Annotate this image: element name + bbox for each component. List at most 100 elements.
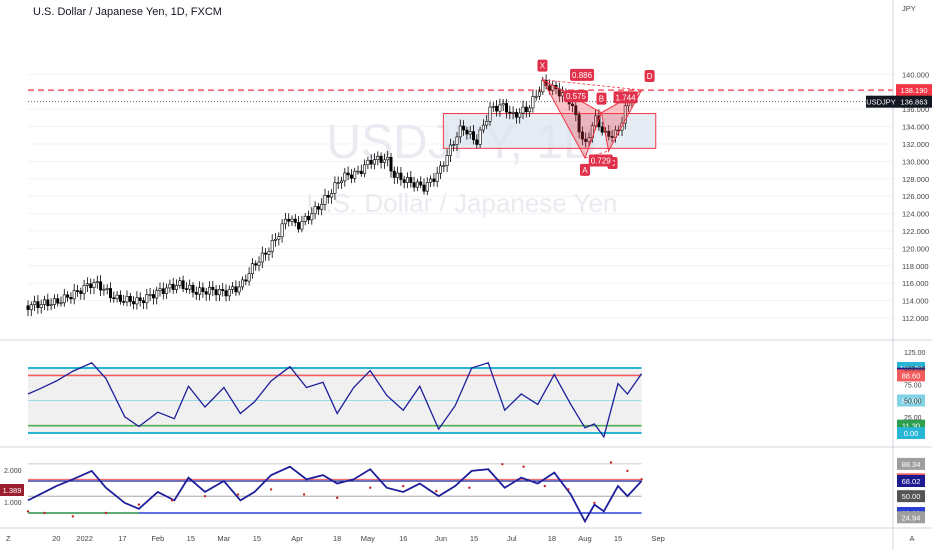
candle-up bbox=[105, 288, 109, 290]
candle-up bbox=[343, 172, 347, 182]
candle bbox=[171, 277, 175, 294]
price-tick-label: 118.000 bbox=[902, 262, 929, 271]
price-tick-label: 120.000 bbox=[902, 244, 929, 253]
candle bbox=[491, 102, 495, 112]
candle bbox=[227, 285, 231, 301]
price-tick-label: 134.000 bbox=[902, 123, 929, 132]
candle-up bbox=[468, 131, 472, 135]
oscillator-2-left-value-tag-box bbox=[0, 484, 24, 496]
resistance-price-tag-box bbox=[896, 84, 932, 97]
candle-up bbox=[438, 165, 442, 174]
candle-down bbox=[293, 218, 297, 223]
price-tick-label: 124.000 bbox=[902, 210, 929, 219]
candle bbox=[283, 212, 287, 230]
candle-down bbox=[465, 129, 469, 135]
candle-down bbox=[109, 288, 113, 299]
candle-up bbox=[382, 159, 386, 163]
candle-up bbox=[518, 112, 522, 118]
candle bbox=[531, 90, 535, 113]
oscillator-1-tick-label: 50.00 bbox=[904, 399, 922, 406]
candle-down bbox=[112, 297, 116, 300]
price-tick-label: 114.000 bbox=[902, 297, 929, 306]
candle-down bbox=[89, 283, 93, 289]
candle bbox=[132, 296, 136, 310]
candle-up bbox=[52, 298, 56, 305]
candle-down bbox=[422, 184, 426, 192]
candle-up bbox=[283, 218, 287, 225]
oscillator-1-value-tag-text: 0.00 bbox=[904, 429, 919, 438]
oscillator-2-left-value-tag-text: 1.389 bbox=[3, 486, 22, 495]
candle bbox=[36, 295, 40, 314]
time-tick-label: 15 bbox=[614, 534, 622, 543]
pattern-point-label: A bbox=[582, 166, 588, 175]
candle-up bbox=[250, 263, 254, 275]
candle-up bbox=[102, 288, 106, 291]
candle-up bbox=[168, 283, 172, 289]
oscillator-2-dot bbox=[104, 511, 108, 515]
candle bbox=[316, 202, 320, 215]
candle bbox=[277, 232, 281, 246]
candle-up bbox=[257, 261, 261, 266]
candle bbox=[290, 215, 294, 226]
candle bbox=[102, 284, 106, 296]
candle bbox=[432, 172, 436, 187]
candle bbox=[184, 282, 188, 294]
candle-down bbox=[118, 294, 122, 302]
oscillator-2-dot bbox=[402, 484, 405, 488]
symbol-price-tag: USDJPY bbox=[866, 95, 896, 108]
candle bbox=[415, 178, 419, 192]
candle bbox=[125, 290, 129, 307]
candle bbox=[194, 286, 198, 301]
candle bbox=[280, 219, 284, 243]
pattern-ratio-tag: 1.744 bbox=[613, 91, 638, 104]
candle-down bbox=[79, 290, 83, 294]
candle-up bbox=[300, 221, 304, 230]
candle bbox=[458, 119, 462, 144]
candle bbox=[409, 170, 413, 188]
candle bbox=[471, 125, 475, 145]
candle bbox=[455, 132, 459, 152]
candle-up bbox=[488, 106, 492, 122]
candle bbox=[158, 282, 162, 297]
resistance-price-tag: 138.190 bbox=[896, 84, 932, 97]
candle bbox=[330, 189, 334, 204]
candle-down bbox=[26, 305, 30, 310]
candle bbox=[241, 276, 245, 291]
candle-up bbox=[594, 115, 598, 126]
candle bbox=[412, 176, 416, 192]
candle-down bbox=[66, 294, 70, 298]
candle-down bbox=[349, 174, 353, 179]
candle bbox=[254, 260, 258, 271]
candle-up bbox=[405, 177, 409, 183]
candle-up bbox=[198, 287, 202, 295]
time-tick-label: 20 bbox=[52, 534, 60, 543]
candle-down bbox=[128, 295, 132, 302]
oscillator-2-left-tick: 2.000 bbox=[4, 468, 22, 475]
candle bbox=[399, 166, 403, 186]
candle bbox=[537, 86, 541, 100]
candle-down bbox=[287, 218, 291, 222]
candle bbox=[389, 152, 393, 178]
candle-down bbox=[138, 297, 142, 301]
symbol-title[interactable]: U.S. Dollar / Japanese Yen, 1D, FXCM bbox=[33, 6, 222, 18]
candle-down bbox=[369, 159, 373, 165]
candle-up bbox=[561, 92, 565, 97]
candle bbox=[346, 166, 350, 181]
pattern-ratio-tag: 0.575 bbox=[563, 90, 588, 103]
candle bbox=[39, 299, 43, 314]
time-tick-label: 2022 bbox=[76, 534, 93, 543]
candle-up bbox=[485, 120, 489, 126]
oscillator-2-dot bbox=[543, 484, 547, 488]
candle-up bbox=[501, 103, 505, 106]
oscillator-2-value-tag-text: 88.34 bbox=[902, 460, 921, 469]
candle bbox=[359, 164, 363, 177]
candle-up bbox=[415, 181, 419, 188]
candle bbox=[481, 119, 485, 134]
candle-down bbox=[326, 194, 330, 198]
time-tick-label: 15 bbox=[187, 534, 195, 543]
oscillator-1-value-tag: 0.00 bbox=[897, 427, 925, 439]
time-tick-label: Mar bbox=[217, 534, 230, 543]
candle-up bbox=[82, 285, 86, 294]
candle-down bbox=[409, 177, 413, 183]
